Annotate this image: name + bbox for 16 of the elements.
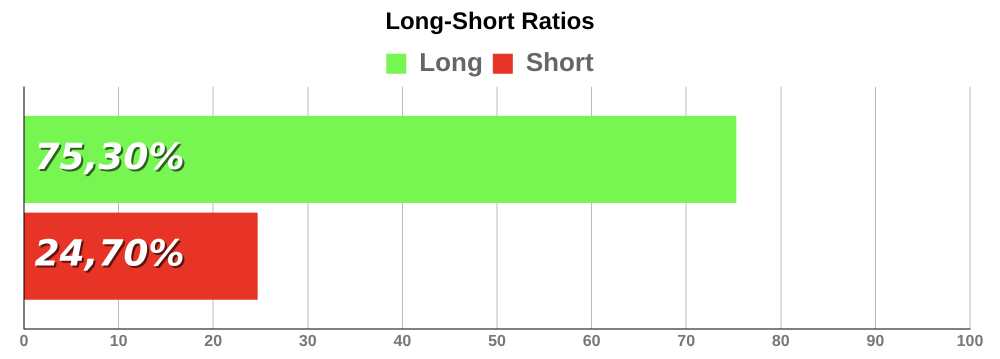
x-tick-label: 0 [20,332,29,350]
data-label: 75,30% [36,138,186,180]
x-tick-label: 50 [488,332,506,350]
x-tick-label: 10 [110,332,128,350]
x-tick-label: 100 [956,332,984,350]
x-tick-label: 90 [866,332,884,350]
x-tick-label: 20 [204,332,222,350]
legend-label: Short [526,46,594,77]
x-tick-label: 70 [677,332,696,350]
x-tick-label: 80 [772,332,790,350]
legend-label: Long [419,46,483,77]
x-tick-label: 30 [298,332,317,350]
x-tick-label: 60 [582,332,601,350]
chart-title: Long-Short Ratios [385,8,595,36]
data-label: 24,70% [36,236,186,277]
x-tick-label: 40 [394,332,412,350]
